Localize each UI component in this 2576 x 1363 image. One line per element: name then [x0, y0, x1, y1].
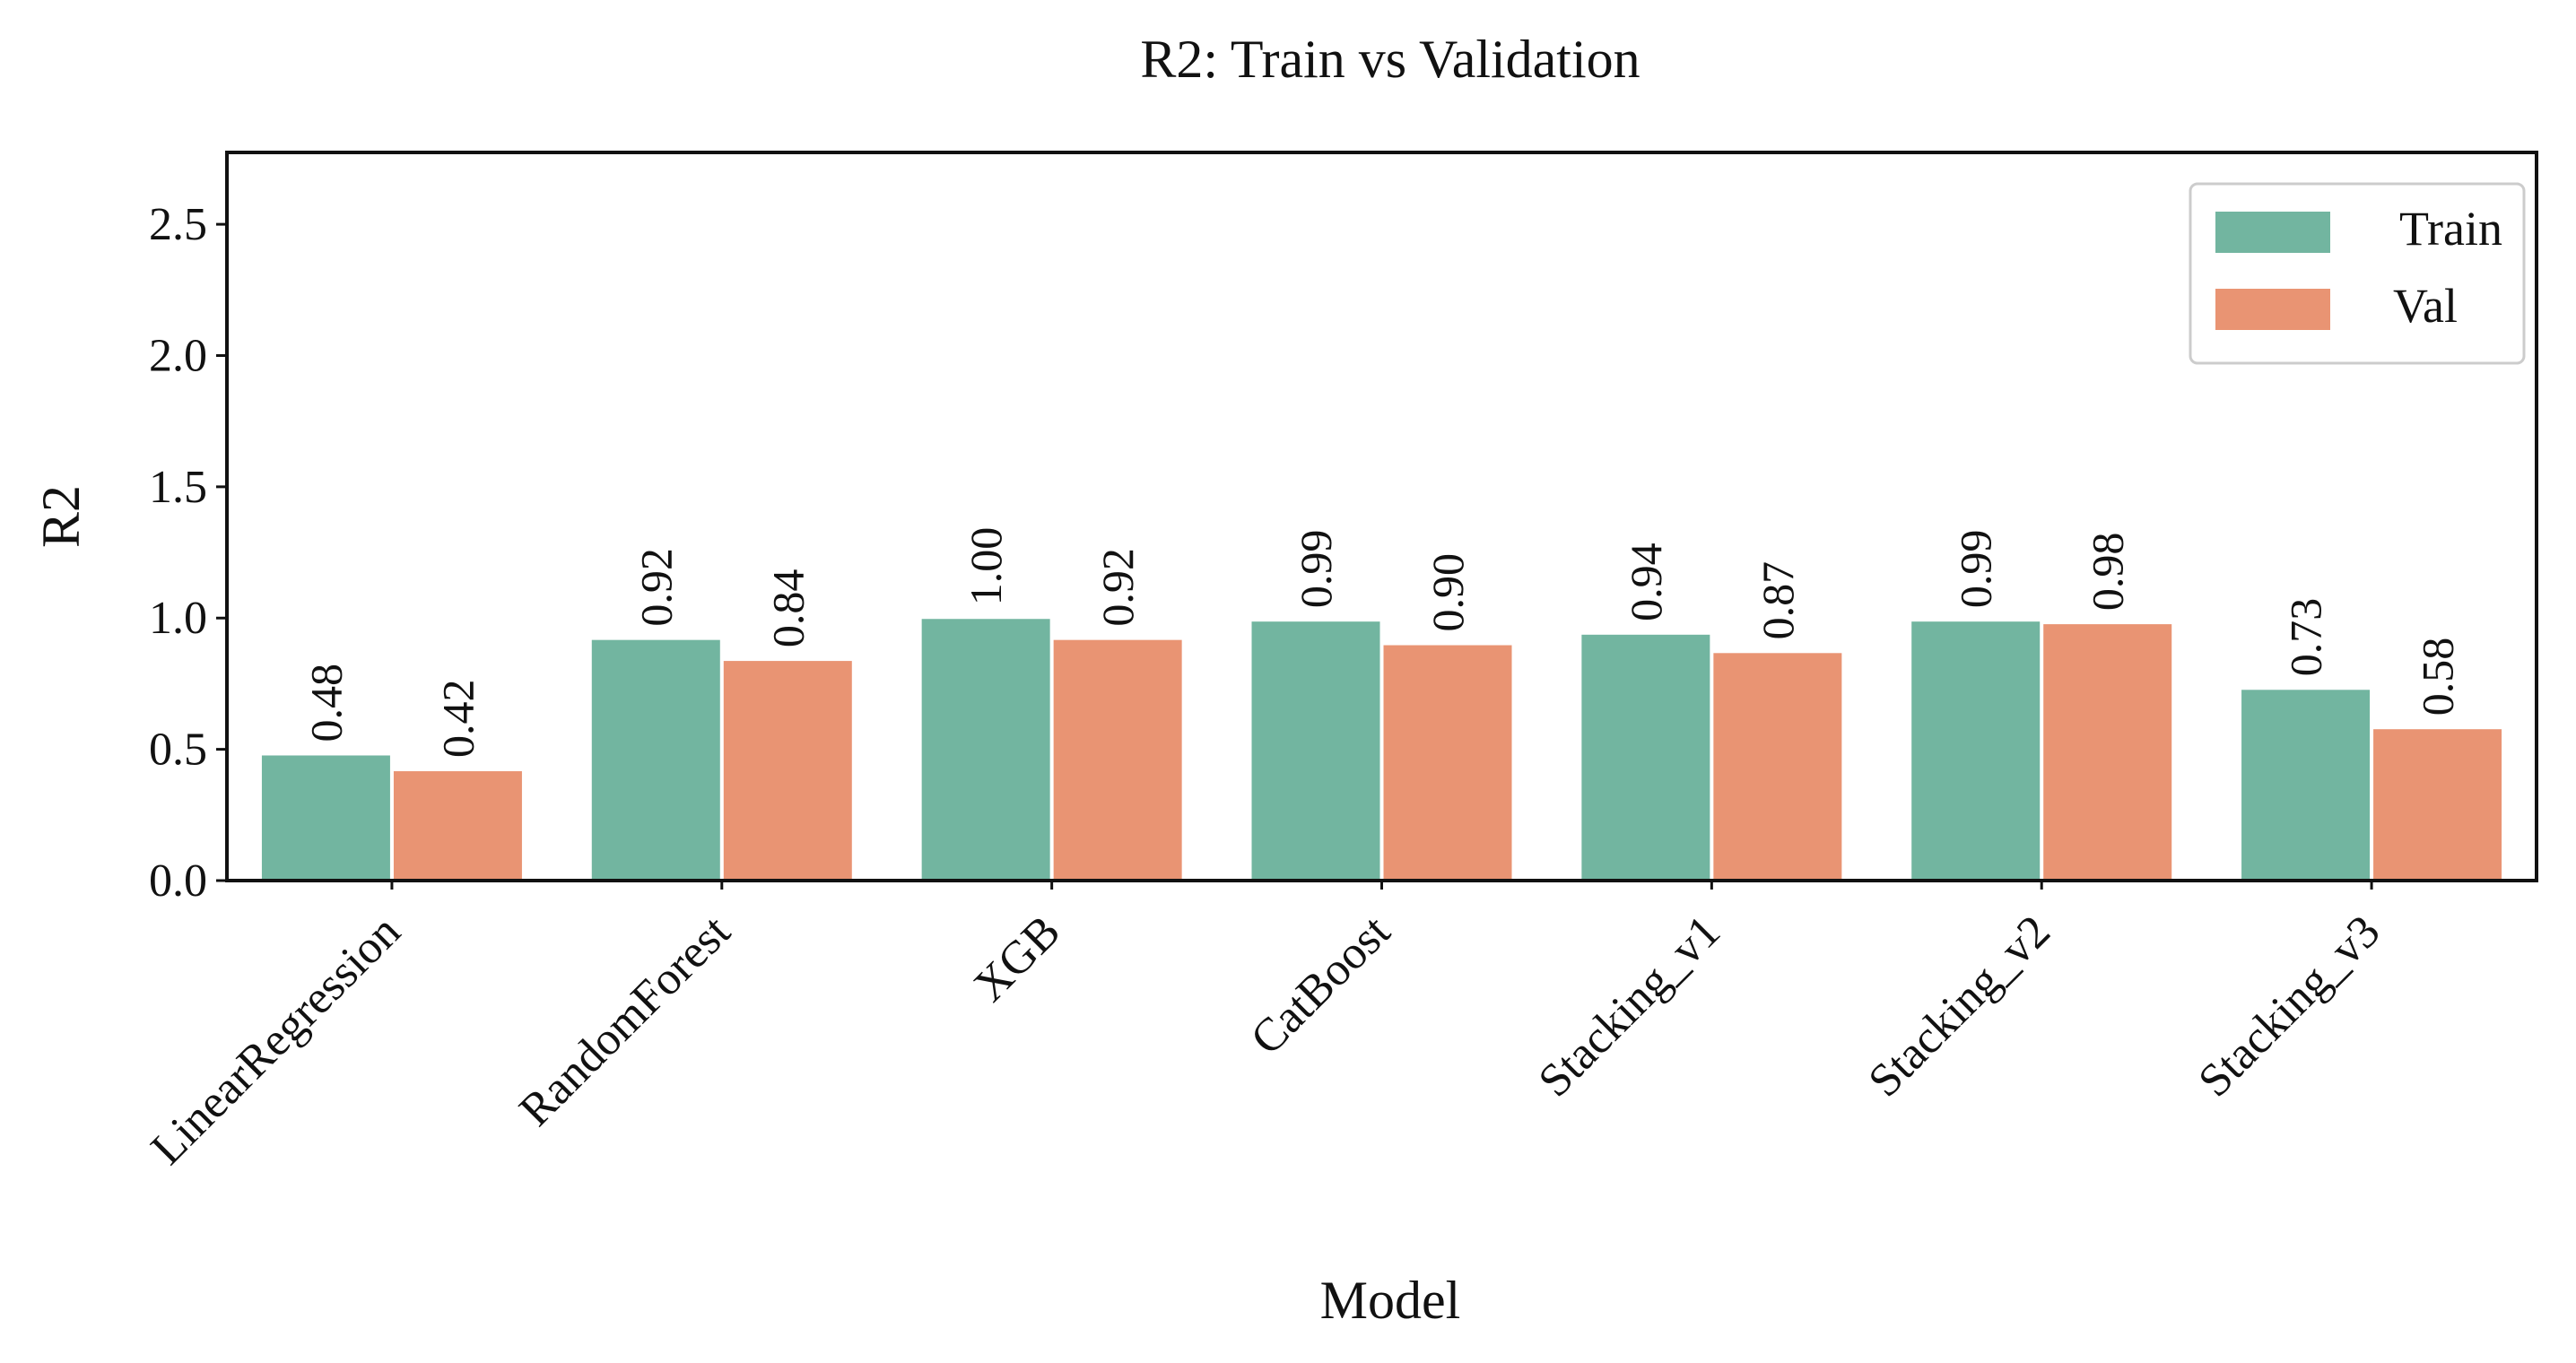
x-axis-ticks: LinearRegression RandomForest XGB CatBoost S… — [142, 881, 2390, 1175]
x-tick-label-stacking-v2: Stacking_v2 — [1859, 906, 2060, 1107]
bar-train-stacking-v2 — [1910, 620, 2042, 881]
value-label-train-stacking-v3: 0.73 — [2281, 598, 2331, 677]
x-tick-label-stacking-v1: Stacking_v1 — [1529, 906, 1730, 1107]
bars-layer — [259, 617, 2504, 882]
value-label-train-randomforest: 0.92 — [631, 548, 681, 627]
x-tick-label-xgb: XGB — [964, 906, 1070, 1011]
legend-swatch-val — [2215, 289, 2330, 330]
value-label-val-stacking-v2: 0.98 — [2083, 533, 2133, 612]
legend-swatch-train — [2215, 212, 2330, 253]
y-tick-label: 1.0 — [149, 593, 207, 644]
bar-val-randomforest — [721, 659, 854, 882]
value-label-train-stacking-v1: 0.94 — [1621, 543, 1671, 621]
value-label-val-xgb: 0.92 — [1092, 548, 1143, 627]
value-label-val-catboost: 0.90 — [1423, 553, 1473, 632]
bar-val-xgb — [1051, 638, 1184, 882]
bar-val-catboost — [1381, 643, 1514, 881]
value-label-val-stacking-v1: 0.87 — [1753, 561, 1803, 640]
y-tick-label: 2.5 — [149, 199, 207, 250]
value-label-train-xgb: 1.00 — [961, 527, 1011, 606]
bar-train-catboost — [1249, 620, 1382, 881]
y-tick-label: 0.0 — [149, 855, 207, 907]
bar-val-stacking-v2 — [2041, 622, 2174, 881]
bar-train-stacking-v1 — [1580, 632, 1712, 881]
legend-label-train: Train — [2399, 202, 2502, 256]
bar-train-randomforest — [589, 638, 722, 882]
legend: Train Val — [2189, 182, 2526, 365]
bar-train-xgb — [919, 617, 1052, 882]
value-label-train-linearregression: 0.48 — [300, 664, 351, 742]
y-tick-label: 0.5 — [149, 725, 207, 776]
chart-title: R2: Train vs Validation — [1140, 30, 1640, 89]
bar-train-stacking-v3 — [2240, 688, 2372, 881]
value-label-val-randomforest: 0.84 — [762, 569, 813, 648]
value-labels-layer: 0.48 0.42 0.92 0.84 1.00 0.92 0.99 0.90 0.94 0.87… — [300, 527, 2462, 758]
x-tick-label-linearregression: LinearRegression — [142, 906, 411, 1175]
x-tick-label-randomforest: RandomForest — [509, 906, 740, 1136]
x-tick-label-catboost: CatBoost — [1241, 906, 1401, 1065]
y-tick-label: 1.5 — [149, 462, 207, 513]
bar-val-stacking-v1 — [1711, 651, 1844, 881]
y-axis-ticks: 0.0 0.5 1.0 1.5 2.0 2.5 — [149, 199, 227, 907]
value-label-train-catboost: 0.99 — [1291, 530, 1341, 609]
value-label-val-linearregression: 0.42 — [432, 680, 483, 759]
value-label-train-stacking-v2: 0.99 — [1951, 530, 2001, 609]
y-tick-label: 2.0 — [149, 330, 207, 381]
y-axis-label: R2 — [31, 485, 91, 548]
x-axis-label: Model — [1320, 1271, 1461, 1330]
bar-val-stacking-v3 — [2371, 727, 2504, 881]
bar-val-linearregression — [391, 769, 524, 881]
legend-label-val: Val — [2393, 279, 2458, 333]
value-label-val-stacking-v3: 0.58 — [2413, 638, 2463, 716]
bar-train-linearregression — [259, 753, 392, 882]
x-tick-label-stacking-v3: Stacking_v3 — [2189, 906, 2389, 1107]
